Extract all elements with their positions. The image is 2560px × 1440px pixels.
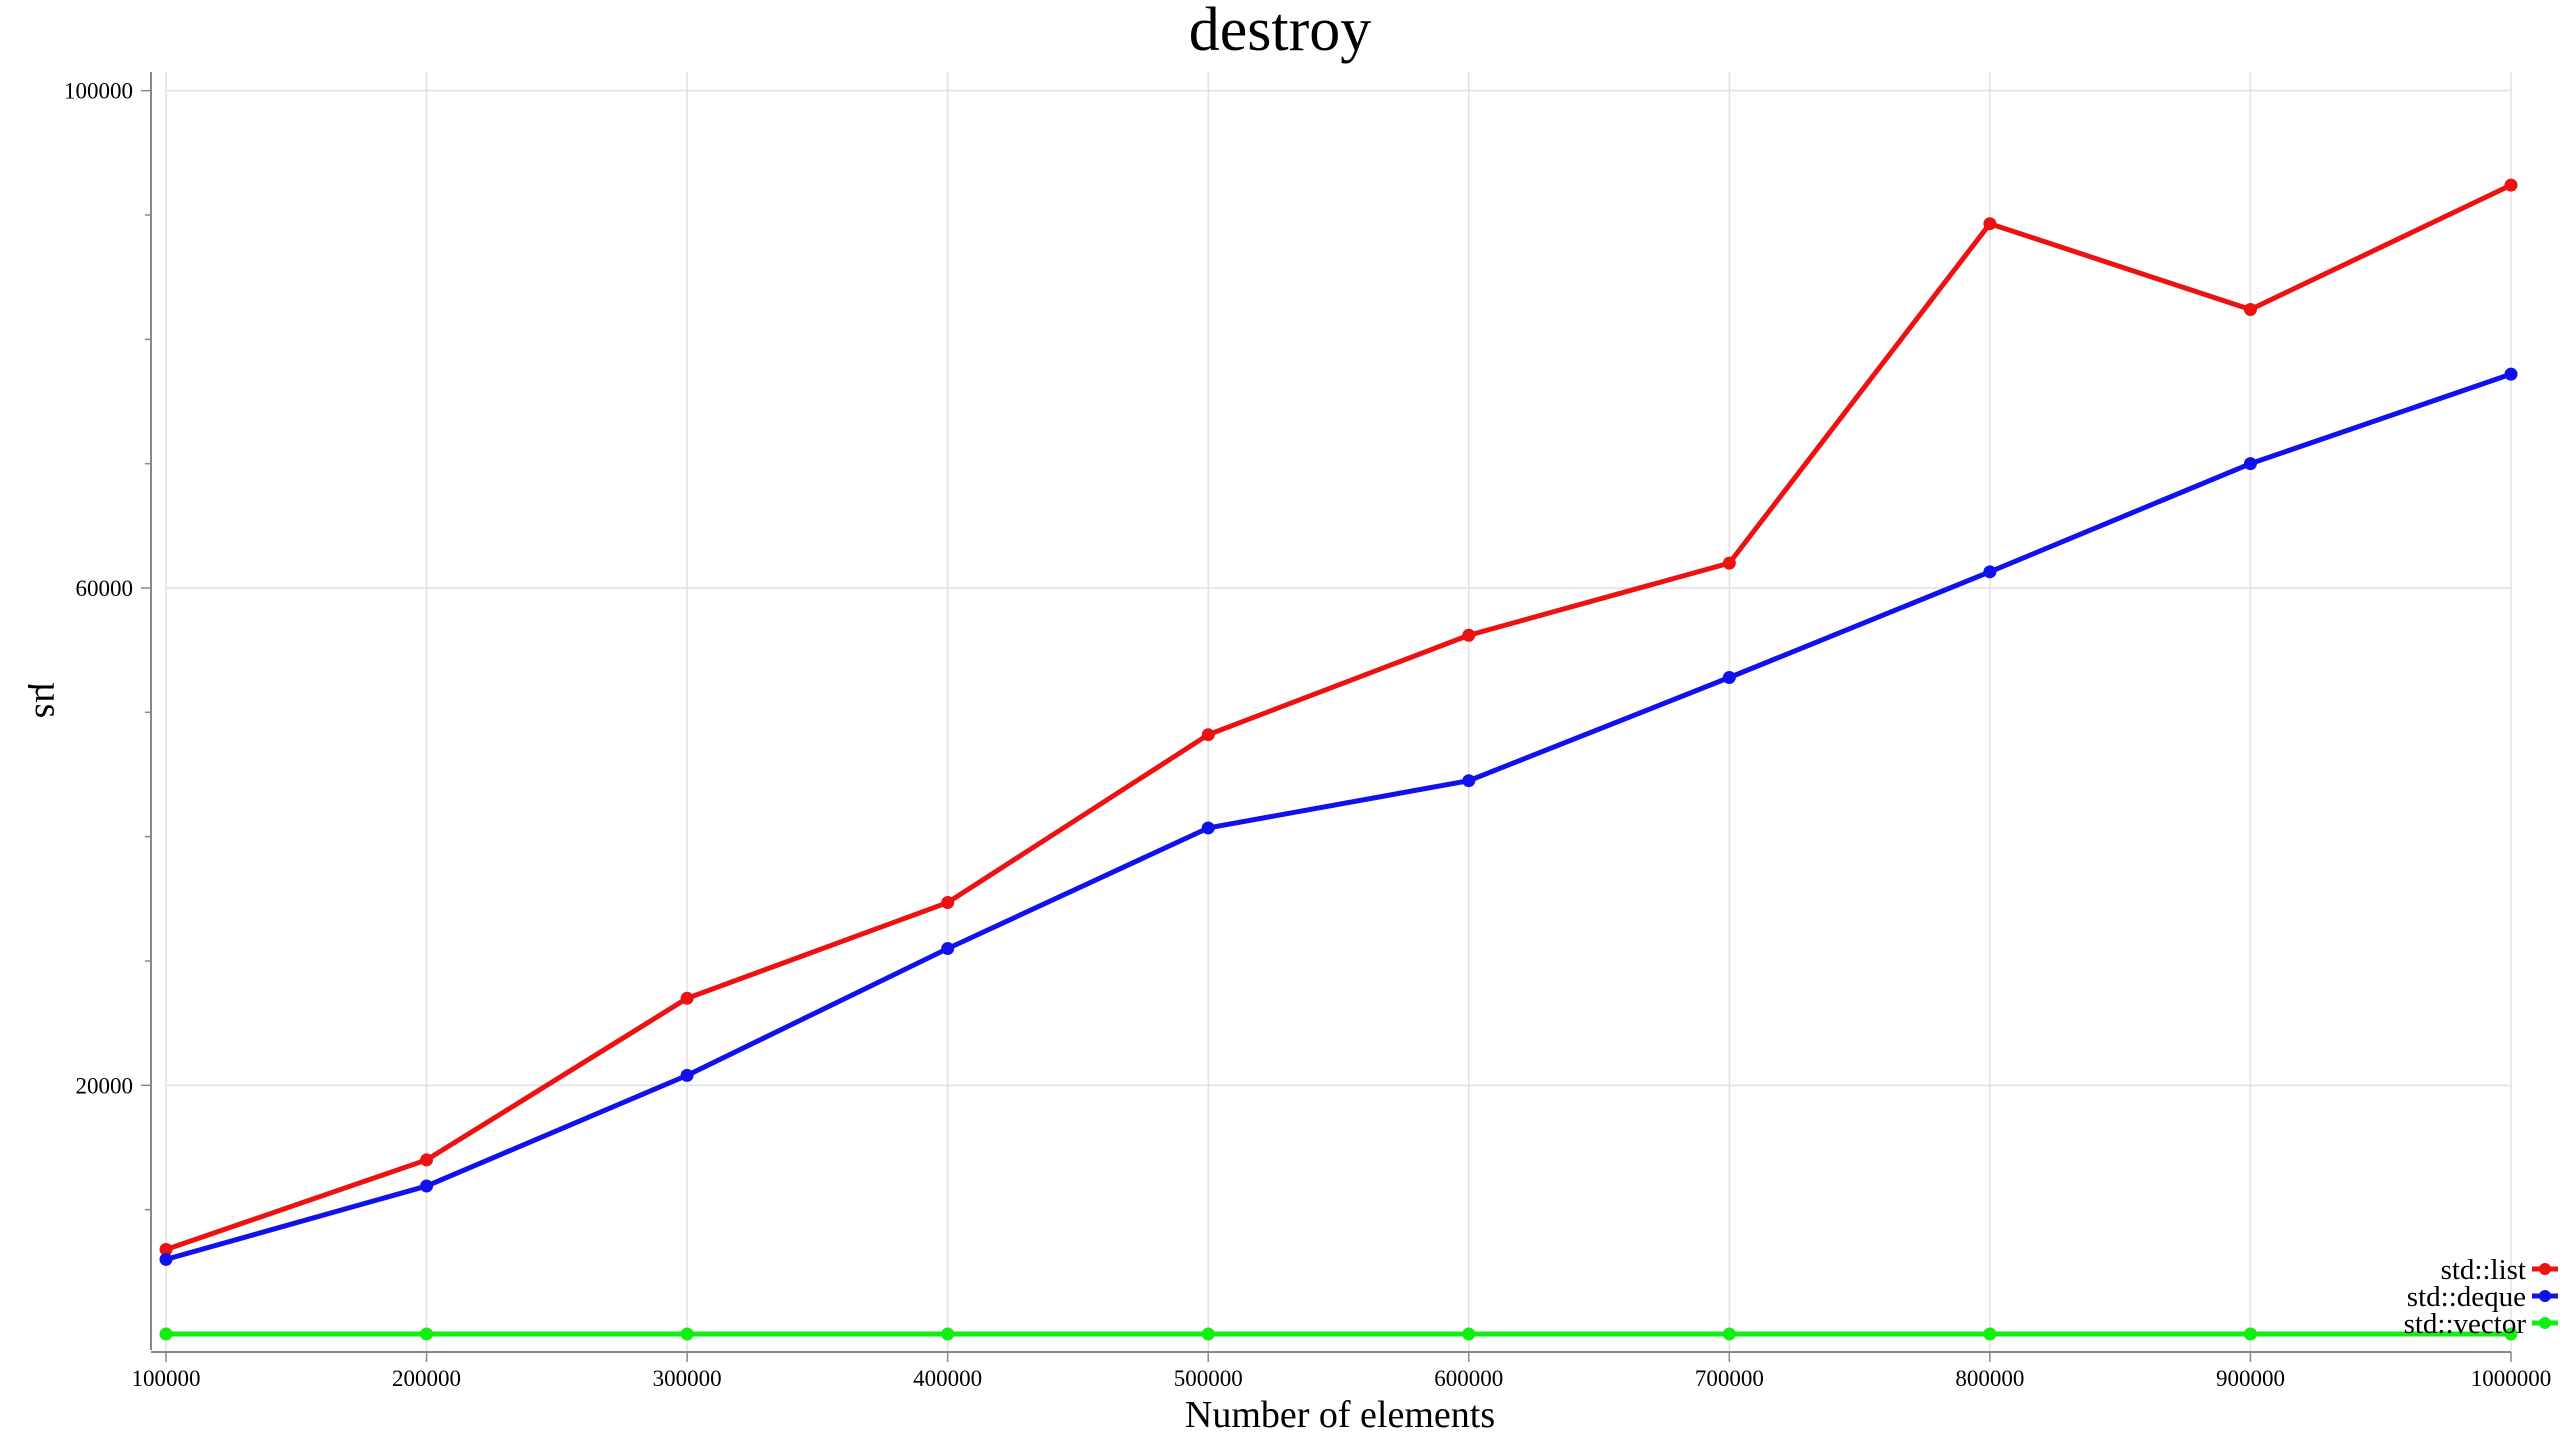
- x-tick-label-2: 300000: [653, 1366, 722, 1391]
- data-point-1-2: [680, 1068, 694, 1082]
- x-tick-label-0: 100000: [132, 1366, 201, 1391]
- legend-label-0: std::list: [2441, 1254, 2526, 1286]
- axes: [150, 72, 2511, 1353]
- series-2: [159, 1327, 2518, 1341]
- data-point-0-3: [941, 896, 955, 910]
- x-axis-label: Number of elements: [1185, 1394, 1495, 1436]
- data-point-0-8: [2243, 302, 2257, 316]
- series-line-1: [163, 371, 2514, 1262]
- legend-marker-2: [2539, 1317, 2551, 1329]
- legend-marker-0: [2539, 1263, 2551, 1275]
- data-point-1-7: [1983, 565, 1997, 579]
- data-point-1-8: [2243, 457, 2257, 471]
- data-point-1-9: [2504, 367, 2518, 381]
- x-tick-label-6: 700000: [1695, 1366, 1764, 1391]
- grid: [165, 72, 2512, 1352]
- x-tick-label-3: 400000: [913, 1366, 982, 1391]
- legend-label-2: std::vector: [2404, 1308, 2527, 1340]
- data-point-1-0: [159, 1252, 173, 1266]
- data-point-0-9: [2504, 178, 2518, 192]
- series-group: [159, 178, 2518, 1341]
- data-point-0-4: [1201, 728, 1215, 742]
- data-point-1-6: [1722, 671, 1736, 685]
- data-point-2-9: [2504, 1327, 2518, 1341]
- data-point-2-3: [941, 1327, 955, 1341]
- data-point-2-1: [420, 1327, 434, 1341]
- chart-title: destroy: [1189, 0, 1372, 64]
- legend-label-1: std::deque: [2407, 1281, 2526, 1313]
- data-point-2-8: [2243, 1327, 2257, 1341]
- legend-marker-1: [2539, 1290, 2551, 1302]
- x-tick-label-9: 1000000: [2471, 1366, 2552, 1391]
- y-axis-label: µs: [27, 682, 69, 719]
- x-tick-label-5: 600000: [1434, 1366, 1503, 1391]
- data-point-0-5: [1462, 628, 1476, 642]
- data-point-0-2: [680, 991, 694, 1005]
- y-tick-label-1: 60000: [76, 576, 134, 601]
- x-tick-label-4: 500000: [1174, 1366, 1243, 1391]
- data-point-0-6: [1722, 556, 1736, 570]
- data-point-2-5: [1462, 1327, 1476, 1341]
- x-tick-label-7: 800000: [1955, 1366, 2024, 1391]
- data-point-0-0: [159, 1242, 173, 1256]
- data-point-1-4: [1201, 821, 1215, 835]
- series-line-0: [163, 182, 2514, 1252]
- data-point-0-1: [420, 1153, 434, 1167]
- data-point-2-4: [1201, 1327, 1215, 1341]
- x-axis-ticks: 100000 200000 300000 400000 500000 600000 7000…: [132, 1352, 2552, 1391]
- y-axis-ticks: 100000 60000 20000: [64, 79, 151, 1211]
- data-point-1-5: [1462, 774, 1476, 788]
- data-point-1-3: [941, 942, 955, 956]
- y-tick-label-0: 100000: [64, 79, 133, 104]
- series-0: [159, 178, 2518, 1256]
- x-tick-label-1: 200000: [392, 1366, 461, 1391]
- x-tick-label-8: 900000: [2216, 1366, 2285, 1391]
- data-point-2-0: [159, 1327, 173, 1341]
- data-point-1-1: [420, 1179, 434, 1193]
- series-1: [159, 367, 2518, 1266]
- data-point-0-7: [1983, 217, 1997, 231]
- y-tick-label-2: 20000: [76, 1073, 134, 1098]
- data-point-2-7: [1983, 1327, 1997, 1341]
- data-point-2-6: [1722, 1327, 1736, 1341]
- data-point-2-2: [680, 1327, 694, 1341]
